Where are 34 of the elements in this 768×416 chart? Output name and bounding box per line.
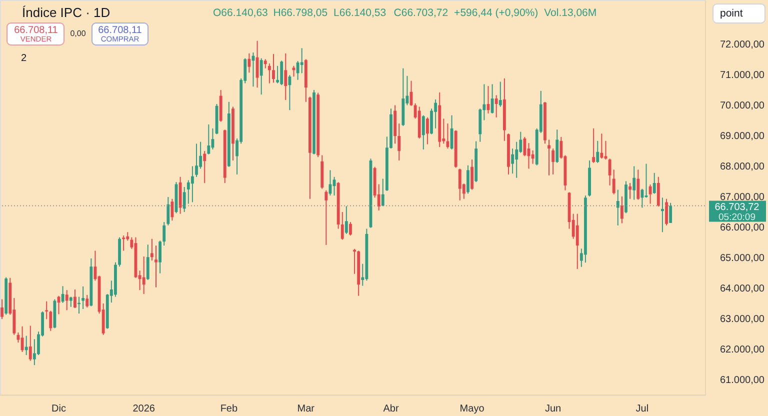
annotation: +596,44 (+0,90%) — [454, 7, 538, 19]
x-tick-label: Mar — [297, 404, 316, 414]
annotation: 66.708,11 — [98, 25, 142, 36]
y-tick-label: 68.000,00 — [720, 162, 765, 173]
x-tick-label: Jul — [636, 404, 649, 414]
ref-line-label: 66.703,72 — [714, 202, 760, 213]
x-tick-label: Dic — [52, 404, 66, 414]
y-tick-label: 69.000,00 — [720, 131, 765, 142]
chart-title: Índice IPC · 1D — [22, 5, 110, 20]
y-tick-label: 63.000,00 — [720, 314, 765, 326]
annotation: 66.708,11 — [14, 25, 58, 36]
annotation: 2 — [21, 53, 27, 64]
annotation: 0,00 — [70, 29, 86, 38]
annotation: O66.140,63 — [213, 7, 268, 19]
x-tick-label: Abr — [383, 404, 400, 414]
text: 05:20:09 — [718, 212, 756, 223]
x-tick-label: Feb — [220, 404, 238, 414]
y-tick-label: 61.000,00 — [720, 375, 765, 386]
annotation: C66.703,72 — [394, 7, 448, 19]
y-tick-label: 66.000,00 — [720, 222, 765, 234]
y-tick-label: 64.000,00 — [720, 284, 765, 295]
text: point — [720, 8, 743, 20]
x-tick-label: Jun — [545, 404, 562, 414]
annotation: H66.798,05 — [273, 7, 328, 19]
y-tick-label: 67.000,00 — [720, 192, 765, 204]
y-tick-label: 70.000,00 — [720, 100, 765, 112]
y-tick-label: 62.000,00 — [720, 344, 765, 356]
annotation: L66.140,53 — [334, 7, 386, 19]
y-tick-label: 72.000,00 — [720, 40, 765, 51]
x-tick-label: 2026 — [132, 404, 156, 414]
y-tick-label: 65.000,00 — [720, 253, 765, 264]
y-tick-label: 71.000,00 — [720, 70, 765, 82]
x-tick-label: Mayo — [460, 404, 485, 414]
annotation: Vol.13,06M — [544, 7, 597, 19]
